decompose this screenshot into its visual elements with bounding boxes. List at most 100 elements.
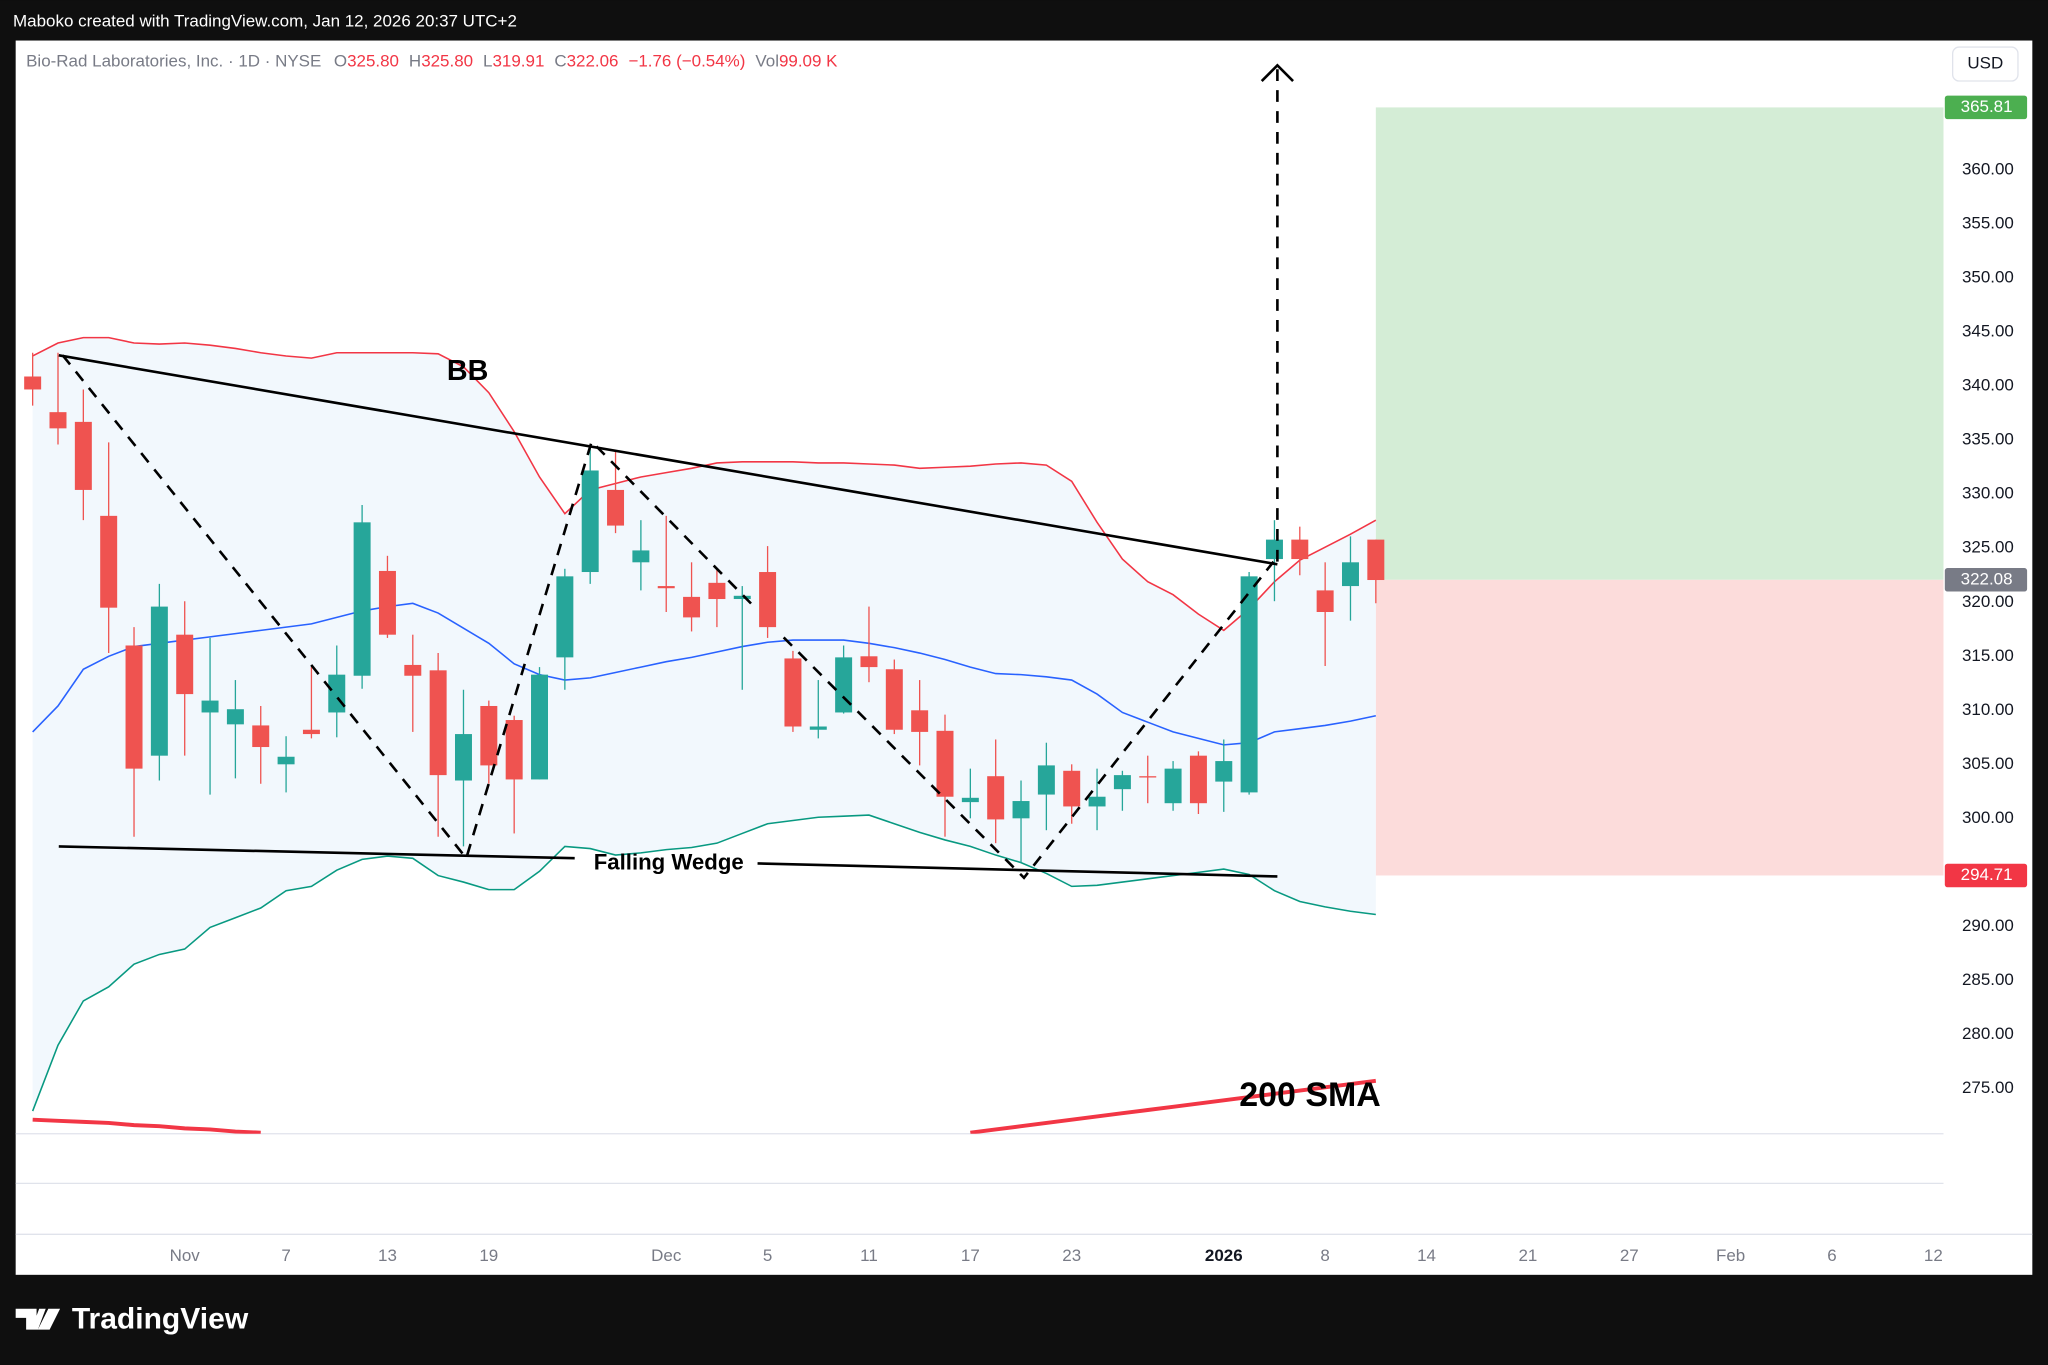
axes: 275.00280.00285.00290.00295.00300.00305.…	[170, 95, 2028, 1265]
candle-body	[378, 570, 396, 635]
price-label: 365.81	[1961, 97, 2013, 116]
ohlc-key: C	[554, 52, 566, 71]
y-tick-label: 345.00	[1962, 322, 2014, 341]
candle-body	[1215, 761, 1233, 782]
bb-label: BB	[447, 355, 488, 387]
profit-zone	[1375, 107, 1944, 580]
brand: TradingView	[72, 1302, 249, 1335]
candle-body	[328, 674, 346, 713]
drawings	[58, 63, 1294, 880]
candle-body	[1367, 539, 1385, 581]
x-tick-label: 23	[1062, 1246, 1081, 1265]
y-tick-label: 280.00	[1962, 1024, 2014, 1043]
candle-body	[429, 670, 447, 776]
candle-body	[911, 710, 929, 732]
candle-body	[480, 705, 498, 766]
y-tick-label: 325.00	[1962, 538, 2014, 557]
wedge-lower-line	[757, 862, 1278, 878]
price-label: 294.71	[1961, 865, 2013, 884]
x-tick-label: 6	[1827, 1246, 1836, 1265]
y-tick-label: 320.00	[1962, 592, 2014, 611]
x-tick-label: Nov	[170, 1246, 201, 1265]
price-label: 322.08	[1961, 569, 2013, 588]
x-tick-label: 17	[961, 1246, 980, 1265]
pattern-label: Falling Wedge	[594, 849, 744, 874]
plot	[24, 107, 1944, 1134]
candle-body	[150, 606, 168, 756]
candle-body	[531, 674, 549, 780]
candle-body	[454, 734, 472, 781]
sma-line	[32, 1078, 1377, 1134]
wedge-lower-line	[58, 845, 575, 860]
ohlc-key: L	[483, 52, 492, 71]
x-tick-label: 13	[378, 1246, 397, 1265]
y-tick-label: 340.00	[1962, 376, 2014, 395]
ohlc-value: 325.80	[347, 52, 399, 71]
x-tick-label: 21	[1518, 1246, 1537, 1265]
candle-body	[607, 489, 625, 526]
candle-body	[404, 664, 422, 676]
candle-body	[784, 658, 802, 727]
price-label-bg	[1944, 863, 2028, 888]
y-tick-label: 290.00	[1962, 916, 2014, 935]
candle-body	[708, 582, 726, 600]
candle-body	[556, 576, 574, 658]
candle-body	[277, 756, 295, 765]
y-tick-label: 330.00	[1962, 484, 2014, 503]
y-tick-label: 310.00	[1962, 700, 2014, 719]
change: −1.76 (−0.54%)	[628, 52, 745, 71]
logo-mark	[15, 1308, 61, 1330]
y-tick-label: 335.00	[1962, 430, 2014, 449]
x-tick-label: 8	[1320, 1246, 1329, 1265]
candle-body	[809, 726, 827, 730]
candle-body	[100, 515, 118, 608]
candle-body	[683, 596, 701, 618]
volume-key: Vol	[755, 52, 779, 71]
candle-body	[936, 730, 954, 797]
price-label-bg	[1944, 95, 2028, 120]
candle-body	[125, 645, 143, 769]
candle-body	[24, 376, 42, 390]
candle-body	[49, 412, 67, 429]
ohlc-key: O	[334, 52, 347, 71]
currency[interactable]: USD	[1967, 54, 2003, 73]
candle-body	[74, 421, 92, 490]
candle-body	[1012, 801, 1030, 819]
y-tick-label: 300.00	[1962, 808, 2014, 827]
y-tick-label: 305.00	[1962, 754, 2014, 773]
candle-body	[759, 572, 777, 628]
x-tick-label: 14	[1417, 1246, 1436, 1265]
candle-body	[885, 669, 903, 730]
candle-body	[961, 797, 979, 803]
candle-body	[1240, 576, 1258, 793]
sma-label: 200 SMA	[1239, 1076, 1380, 1114]
x-tick-label: 19	[479, 1246, 498, 1265]
candle-body	[1037, 765, 1055, 795]
arrow-head	[1260, 63, 1294, 82]
x-tick-label: 2026	[1205, 1246, 1243, 1265]
candle-body	[176, 634, 194, 695]
candle-body	[987, 776, 1005, 820]
bb-basis-line	[32, 602, 1376, 746]
y-tick-label: 275.00	[1962, 1078, 2014, 1097]
wave-dashed	[782, 560, 1275, 880]
x-tick-label: 27	[1620, 1246, 1639, 1265]
candle-body	[1341, 562, 1359, 587]
loss-zone	[1375, 579, 1944, 876]
y-tick-label: 355.00	[1962, 214, 2014, 233]
currency-button[interactable]	[1952, 46, 2019, 82]
y-tick-label: 350.00	[1962, 268, 2014, 287]
x-tick-label: 12	[1924, 1246, 1943, 1265]
x-tick-label: 5	[763, 1246, 772, 1265]
candle-body	[353, 522, 371, 676]
wedge-upper-line	[58, 354, 1278, 566]
price-label-bg	[1944, 568, 2028, 592]
y-tick-label: 285.00	[1962, 970, 2014, 989]
candle-body	[1291, 539, 1309, 560]
candle-body	[302, 729, 320, 735]
candle-body	[505, 720, 523, 780]
legend: Bio-Rad Laboratories, Inc. · 1D · NYSE O…	[26, 52, 838, 71]
candle-body	[860, 656, 878, 668]
volume-value: 99.09 K	[779, 52, 838, 71]
candle-body	[1088, 796, 1106, 807]
